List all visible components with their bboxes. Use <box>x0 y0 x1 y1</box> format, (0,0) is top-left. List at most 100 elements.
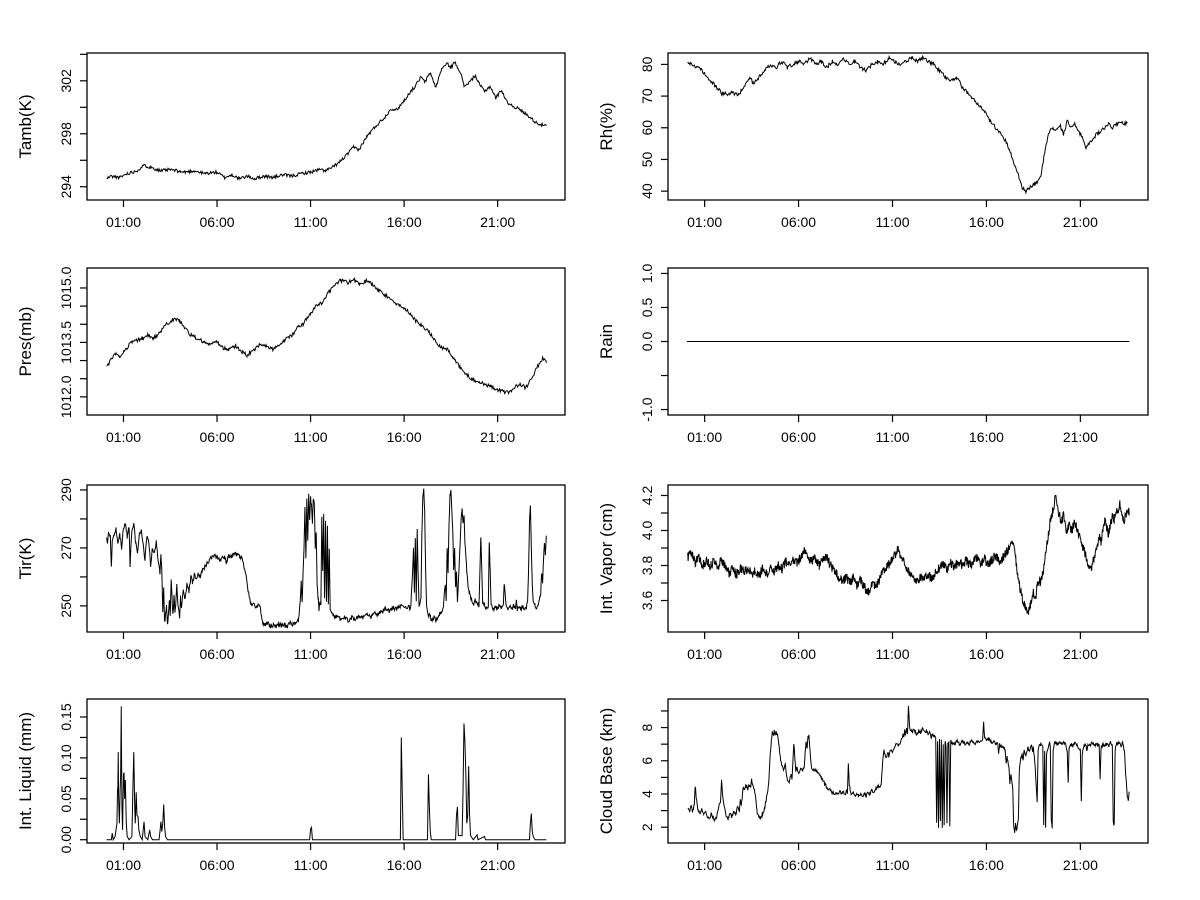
y-axis-title: Tir(K) <box>16 538 35 580</box>
plot-box <box>667 698 1149 844</box>
y-tick-label: 1.0 <box>639 264 655 284</box>
y-tick-label: 8 <box>639 723 655 731</box>
y-tick-label: -1.0 <box>639 397 655 421</box>
x-tick-label: 21:00 <box>480 646 515 662</box>
y-axis-title: Rain <box>597 324 616 359</box>
panel-cloudbase: 01:00 06:00 11:00 16:00 21:00 2 4 6 8 Cloud Base … <box>597 698 1149 873</box>
x-tick-label: 06:00 <box>200 857 235 873</box>
y-tick-label: 80 <box>639 56 655 72</box>
series-line-cloudbase <box>687 705 1130 833</box>
y-tick-label: 3.8 <box>639 556 655 576</box>
plot-box <box>86 52 566 201</box>
y-tick-label: 2 <box>639 823 655 831</box>
plot-box <box>86 267 566 416</box>
x-tick-label: 21:00 <box>480 857 515 873</box>
y-axis-title: Rh(%) <box>597 102 616 150</box>
plot-box <box>86 698 566 844</box>
x-tick-label: 06:00 <box>200 214 235 230</box>
panel-rain: 01:00 06:00 11:00 16:00 21:00 1.0 0.5 0.0 -1.0 Ra… <box>597 264 1149 445</box>
x-tick-label: 21:00 <box>1063 646 1098 662</box>
x-tick-label: 01:00 <box>106 646 141 662</box>
y-tick-label: 70 <box>639 88 655 104</box>
series-line-rh <box>687 54 1128 195</box>
x-tick-label: 16:00 <box>387 646 422 662</box>
plot-box <box>667 52 1149 201</box>
y-tick-label: 0.00 <box>58 826 74 853</box>
x-tick-label: 11:00 <box>876 857 910 873</box>
x-tick-label: 11:00 <box>876 429 910 445</box>
x-tick-label: 01:00 <box>687 214 722 230</box>
x-tick-label: 01:00 <box>106 857 141 873</box>
x-tick-label: 11:00 <box>294 214 328 230</box>
x-tick-label: 16:00 <box>969 646 1004 662</box>
y-tick-label: 0.10 <box>58 744 74 771</box>
x-tick-label: 01:00 <box>687 429 722 445</box>
y-tick-label: 0.05 <box>58 785 74 812</box>
panel-pres: 01:00 06:00 11:00 16:00 21:00 1012.0 1013.5 101… <box>16 266 566 445</box>
y-axis-title: Tamb(K) <box>16 94 35 158</box>
y-tick-label: 1012.0 <box>58 375 74 418</box>
plot-box <box>86 484 566 633</box>
x-tick-label: 11:00 <box>294 429 328 445</box>
y-tick-label: 4 <box>639 790 655 798</box>
x-tick-label: 21:00 <box>1063 214 1098 230</box>
y-tick-label: 3.6 <box>639 591 655 611</box>
y-tick-label: 0.5 <box>639 298 655 318</box>
series-line-liquid <box>106 706 547 842</box>
x-tick-label: 01:00 <box>106 214 141 230</box>
y-tick-label: 40 <box>639 183 655 199</box>
y-axis-title: Cloud Base (km) <box>597 708 616 835</box>
y-tick-label: 290 <box>58 478 74 502</box>
panel-rh: 01:00 06:00 11:00 16:00 21:00 40 50 60 70 80 Rh(%) <box>597 52 1149 230</box>
y-tick-label: 294 <box>58 175 74 199</box>
x-tick-label: 21:00 <box>1063 857 1098 873</box>
x-tick-label: 01:00 <box>106 429 141 445</box>
panel-tamb: 01:00 06:00 11:00 16:00 21:00 294 298 302 Tamb(K… <box>16 52 566 230</box>
panel-tir: 01:00 06:00 11:00 16:00 21:00 250 270 290 Tir(K) <box>16 478 566 662</box>
y-tick-label: 0.0 <box>639 332 655 352</box>
y-tick-label: 302 <box>58 69 74 93</box>
x-tick-label: 06:00 <box>200 646 235 662</box>
x-tick-label: 11:00 <box>294 646 328 662</box>
y-tick-label: 4.2 <box>639 486 655 506</box>
x-tick-label: 06:00 <box>781 429 816 445</box>
x-tick-label: 11:00 <box>876 646 910 662</box>
x-tick-label: 16:00 <box>969 857 1004 873</box>
y-axis-title: Int. Vapor (cm) <box>597 503 616 614</box>
x-tick-label: 06:00 <box>781 646 816 662</box>
x-tick-label: 01:00 <box>687 646 722 662</box>
x-tick-label: 16:00 <box>969 214 1004 230</box>
x-tick-label: 11:00 <box>294 857 328 873</box>
x-tick-label: 21:00 <box>480 429 515 445</box>
x-tick-label: 21:00 <box>1063 429 1098 445</box>
x-tick-label: 16:00 <box>387 429 422 445</box>
y-tick-label: 0.15 <box>58 703 74 730</box>
y-axis-title: Int. Liquid (mm) <box>16 712 35 830</box>
plot-box <box>667 484 1149 633</box>
y-tick-label: 270 <box>58 536 74 560</box>
y-axis-title: Pres(mb) <box>16 307 35 377</box>
series-line-tir <box>106 488 547 629</box>
y-tick-label: 250 <box>58 594 74 618</box>
panel-liquid: 01:00 06:00 11:00 16:00 21:00 0.00 0.05 0.10 0.1… <box>16 698 566 873</box>
series-line-vapor <box>687 494 1130 615</box>
x-tick-label: 16:00 <box>969 429 1004 445</box>
y-tick-label: 4.0 <box>639 521 655 541</box>
y-tick-label: 6 <box>639 757 655 765</box>
y-tick-label: 298 <box>58 122 74 146</box>
series-line-pres <box>106 277 547 395</box>
x-tick-label: 16:00 <box>387 214 422 230</box>
series-line-tamb <box>106 61 547 181</box>
x-tick-label: 11:00 <box>876 214 910 230</box>
x-tick-label: 21:00 <box>480 214 515 230</box>
y-tick-label: 50 <box>639 151 655 167</box>
y-tick-label: 1015.0 <box>58 266 74 309</box>
x-tick-label: 01:00 <box>687 857 722 873</box>
x-tick-label: 16:00 <box>387 857 422 873</box>
y-tick-label: 1013.5 <box>58 321 74 364</box>
x-tick-label: 06:00 <box>781 857 816 873</box>
x-tick-label: 06:00 <box>200 429 235 445</box>
